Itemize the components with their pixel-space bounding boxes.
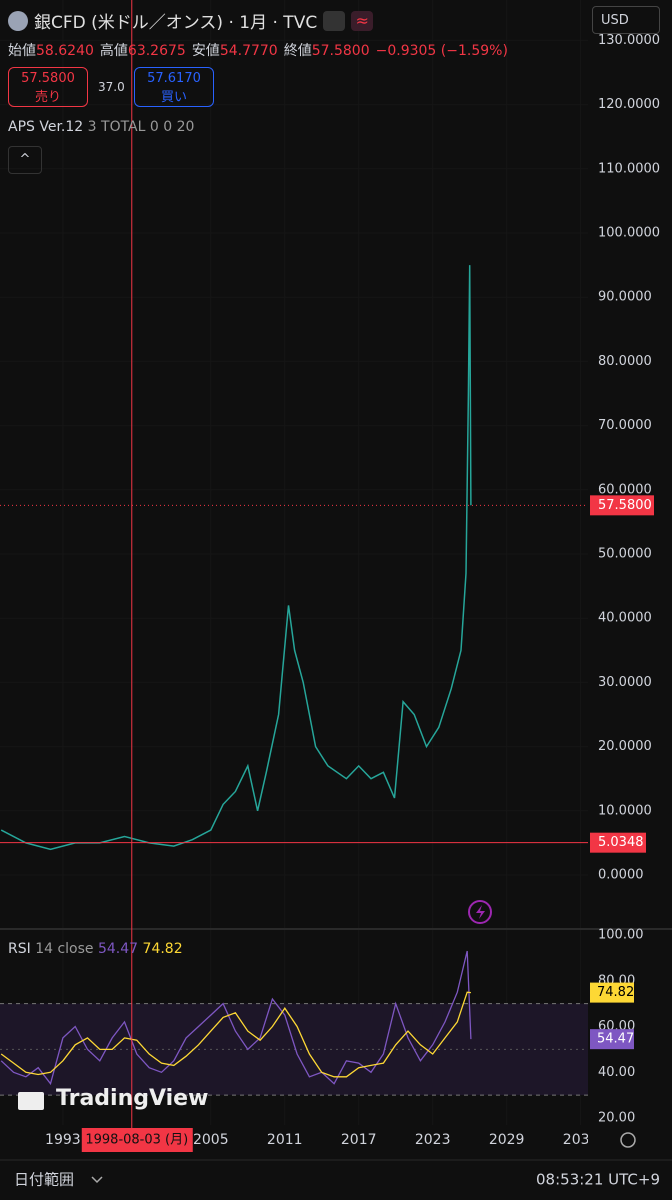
rsi-legend: RSI 14 close 54.47 74.82: [8, 941, 183, 957]
rsi-value: 54.47: [97, 941, 139, 957]
x-tick-label: 2023: [415, 1132, 451, 1148]
buy-price: 57.6170: [147, 71, 201, 86]
symbol-title[interactable]: 銀CFD (米ドル／オンス) · 1月 · TVC: [34, 13, 318, 33]
sell-button[interactable]: 57.5800 売り: [8, 67, 88, 107]
alert-icon[interactable]: [468, 900, 492, 924]
ohlc-value: 63.2675: [127, 43, 186, 59]
status-badge2: ≈: [351, 10, 374, 31]
indicator-legend: APS Ver.12 3 TOTAL 0 0 20: [8, 119, 194, 135]
pane-divider: [0, 928, 672, 930]
rsi-value-label: 54.47: [597, 1032, 634, 1047]
crosshair-label: 1998-08-03 (月): [85, 1133, 188, 1148]
y-tick-label: 0.0000: [598, 868, 644, 883]
x-tick-label: 2011: [267, 1132, 303, 1148]
alert-bolt: [476, 905, 485, 919]
rsi-value-tag: [590, 1029, 634, 1050]
hline-tag: [590, 832, 646, 853]
price-line: [0, 265, 472, 851]
title-bar: 銀CFD (米ドル／オンス) · 1月 · TVC ≈: [8, 8, 374, 33]
rsi-line: [0, 950, 472, 1086]
hline-label: 5.0348: [598, 835, 644, 850]
rsi-tick-label: 40.00: [598, 1065, 635, 1080]
rsi-value-label: 74.82: [597, 985, 634, 1000]
x-tick-label: 2017: [341, 1132, 377, 1148]
logo-mark: [18, 1092, 44, 1110]
rsi-params: 14 close: [35, 941, 94, 957]
ohlc-value: −0.9305 (−1.59%): [375, 43, 508, 59]
y-tick-label: 110.0000: [598, 161, 660, 176]
y-tick-label: 130.0000: [598, 33, 660, 48]
ma-value: 74.82: [142, 941, 183, 957]
crosshair-tag: [81, 1128, 193, 1152]
sell-price: 57.5800: [21, 71, 75, 86]
y-tick-label: 90.0000: [598, 290, 652, 305]
x-tick-label: 2035: [563, 1132, 599, 1148]
currency-select[interactable]: USD: [592, 6, 660, 34]
y-tick-label: 30.0000: [598, 675, 652, 690]
collapse-button[interactable]: ^: [8, 146, 42, 174]
y-tick-label: 20.0000: [598, 739, 652, 754]
x-tick-label: 2005: [193, 1132, 229, 1148]
symbol-icon: [8, 10, 28, 31]
ohlc-value: 54.7770: [219, 43, 278, 59]
last-price-label: 57.5800: [598, 498, 652, 513]
rsi-value-tag: [590, 982, 634, 1003]
indicator-name: APS Ver.12: [8, 119, 84, 135]
y-tick-label: 80.0000: [598, 354, 652, 369]
x-tick-label: 1993: [45, 1132, 81, 1148]
y-tick-label: 40.0000: [598, 611, 652, 626]
rsi-line: [0, 991, 471, 1078]
last-price-tag: [590, 495, 654, 516]
indicator-params: 3 TOTAL 0 0 20: [87, 119, 195, 135]
y-tick-label: 10.0000: [598, 803, 652, 818]
grid: 1993 2005 2011 2017 2023 2029 2035: [0, 1003, 599, 1148]
dropdown-arrow: [91, 1176, 103, 1184]
buy-button[interactable]: 57.6170 買い: [134, 67, 214, 107]
y-tick-label: 70.0000: [598, 418, 652, 433]
y-tick-label: 120.0000: [598, 97, 660, 112]
sell-label: 売り: [34, 90, 61, 105]
x-tick-label: 2029: [489, 1132, 525, 1148]
y-tick-label: 60.0000: [598, 482, 652, 497]
y-tick-label: 50.0000: [598, 547, 652, 562]
ohlc-label: 安値: [191, 43, 220, 59]
brand: TradingView: [56, 1086, 208, 1111]
y-tick-label: 100.0000: [598, 226, 660, 241]
rsi-tick-label: 20.00: [598, 1111, 635, 1126]
buy-label: 買い: [160, 90, 187, 105]
rsi-name: RSI: [8, 941, 31, 957]
plot: 0.0000 10.0000 20.0000 30.0000 40.0000 50.000…: [0, 0, 660, 1152]
ohlc-label: 終値: [283, 43, 312, 59]
clock: 08:53:21 UTC+9: [536, 1171, 660, 1189]
ohlc-value: 57.5800: [311, 43, 370, 59]
spread: 37.0: [98, 80, 125, 94]
rsi-tick-label: 100.00: [598, 928, 644, 943]
ohlc-label: 始値: [8, 43, 36, 59]
settings-icon[interactable]: [620, 1132, 636, 1148]
status-badge: [323, 10, 346, 31]
ohlc: 始値58.6240 高値63.2675 安値54.7770 終値57.5800 −0.9…: [8, 40, 514, 60]
ohlc-value: 58.6240: [36, 43, 94, 59]
ohlc-label: 高値: [99, 43, 128, 59]
date-range[interactable]: 日付範囲: [14, 1171, 74, 1189]
